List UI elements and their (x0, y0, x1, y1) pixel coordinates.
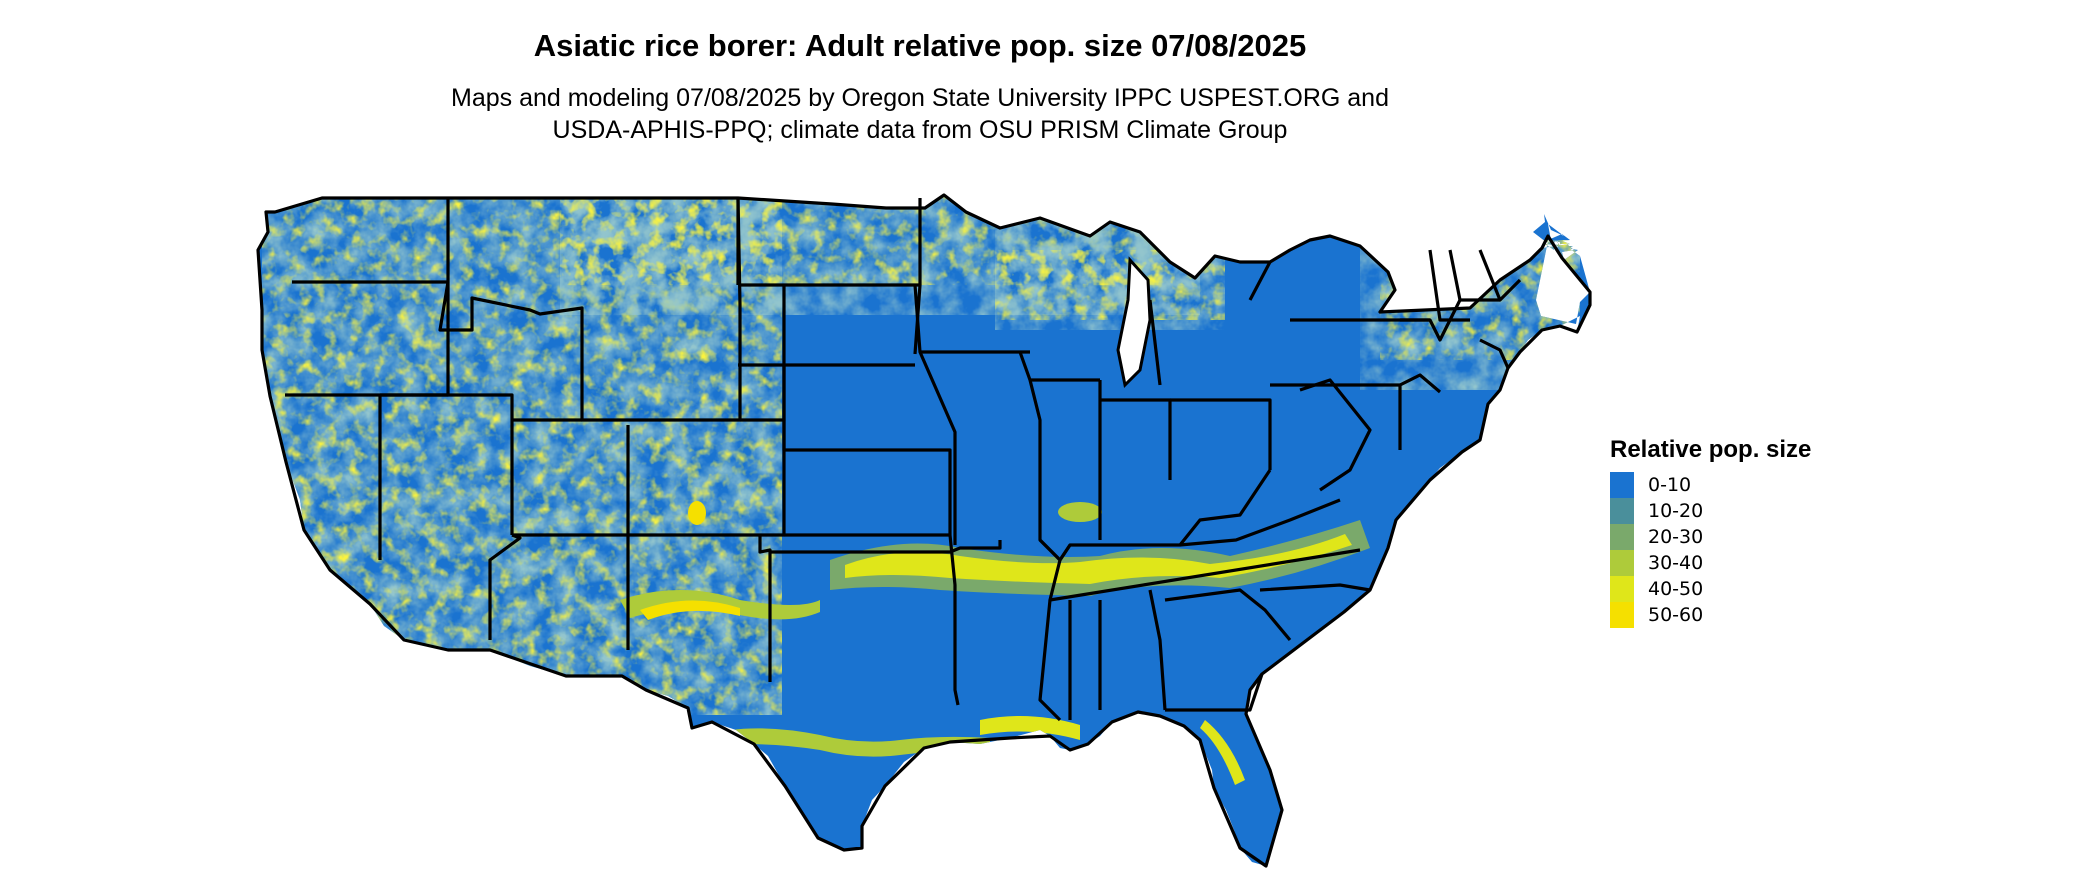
map-title: Asiatic rice borer: Adult relative pop. … (533, 28, 1307, 63)
legend-label: 50-60 (1648, 604, 1704, 626)
legend-label: 10-20 (1648, 500, 1704, 522)
map-subtitle-line-2: USDA-APHIS-PPQ; climate data from OSU PR… (552, 116, 1288, 144)
legend: Relative pop. size 0-10 10-20 20-30 30-4… (1610, 436, 1811, 628)
map-subtitle-line-1: Maps and modeling 07/08/2025 by Oregon S… (451, 84, 1389, 112)
legend-item: 50-60 (1610, 602, 1811, 628)
legend-swatch (1610, 576, 1634, 602)
legend-swatch (1610, 524, 1634, 550)
lake-michigan (1116, 256, 1152, 389)
legend-label: 0-10 (1648, 474, 1692, 496)
legend-item: 30-40 (1610, 550, 1811, 576)
legend-item: 0-10 (1610, 472, 1811, 498)
legend-swatch (1610, 498, 1634, 524)
legend-label: 40-50 (1648, 578, 1704, 600)
legend-item: 40-50 (1610, 576, 1811, 602)
legend-item: 10-20 (1610, 498, 1811, 524)
legend-swatch (1610, 602, 1634, 628)
legend-label: 30-40 (1648, 552, 1704, 574)
legend-label: 20-30 (1648, 526, 1704, 548)
legend-swatch (1610, 472, 1634, 498)
legend-item: 20-30 (1610, 524, 1811, 550)
legend-title: Relative pop. size (1610, 436, 1812, 463)
legend-swatch (1610, 550, 1634, 576)
state-borders (256, 193, 1592, 868)
northeast-hotspots (1360, 240, 1580, 390)
